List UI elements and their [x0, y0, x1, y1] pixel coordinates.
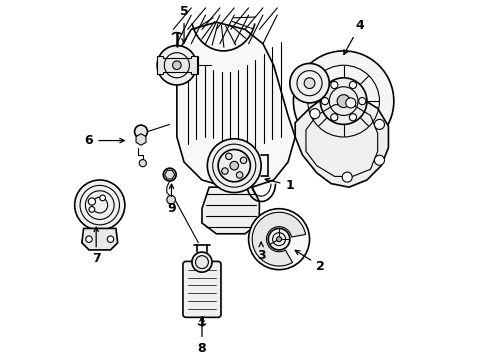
- Circle shape: [374, 120, 385, 130]
- Circle shape: [349, 114, 357, 121]
- Circle shape: [207, 139, 261, 193]
- Circle shape: [346, 98, 356, 108]
- Polygon shape: [177, 22, 295, 187]
- Circle shape: [236, 172, 243, 178]
- Circle shape: [163, 168, 176, 181]
- Circle shape: [157, 45, 196, 85]
- Circle shape: [135, 125, 147, 138]
- Circle shape: [349, 81, 357, 89]
- Circle shape: [310, 109, 320, 119]
- Circle shape: [240, 157, 247, 163]
- Text: 8: 8: [197, 317, 206, 355]
- Circle shape: [139, 159, 147, 167]
- Circle shape: [225, 153, 232, 159]
- Text: 2: 2: [295, 250, 325, 273]
- Circle shape: [74, 180, 125, 230]
- Circle shape: [294, 51, 394, 151]
- Circle shape: [304, 78, 315, 89]
- Circle shape: [359, 98, 366, 105]
- Circle shape: [89, 207, 95, 212]
- Polygon shape: [157, 56, 196, 74]
- Polygon shape: [136, 134, 146, 145]
- Circle shape: [342, 172, 352, 182]
- FancyBboxPatch shape: [183, 261, 221, 318]
- Circle shape: [269, 228, 290, 250]
- Circle shape: [331, 114, 338, 121]
- Circle shape: [320, 78, 367, 125]
- Circle shape: [172, 61, 181, 69]
- Text: 1: 1: [265, 178, 294, 192]
- Circle shape: [337, 95, 350, 108]
- Circle shape: [321, 98, 329, 105]
- Polygon shape: [165, 170, 175, 179]
- Text: 6: 6: [85, 134, 124, 147]
- Circle shape: [107, 236, 114, 242]
- Circle shape: [192, 252, 212, 272]
- Circle shape: [276, 237, 282, 242]
- Circle shape: [331, 81, 338, 89]
- Text: 7: 7: [92, 227, 100, 265]
- Circle shape: [218, 149, 250, 182]
- Circle shape: [290, 63, 329, 103]
- Circle shape: [248, 209, 310, 270]
- Polygon shape: [202, 187, 259, 234]
- Text: 4: 4: [344, 19, 364, 54]
- Circle shape: [374, 155, 385, 165]
- Circle shape: [88, 198, 96, 205]
- Circle shape: [86, 236, 92, 242]
- Circle shape: [230, 161, 239, 170]
- Polygon shape: [295, 94, 389, 187]
- Circle shape: [221, 168, 228, 174]
- Circle shape: [100, 195, 105, 201]
- Text: 9: 9: [167, 184, 176, 215]
- Circle shape: [167, 195, 175, 204]
- Text: 3: 3: [257, 242, 266, 262]
- Polygon shape: [82, 228, 118, 250]
- Text: 5: 5: [180, 5, 189, 43]
- Wedge shape: [252, 212, 306, 266]
